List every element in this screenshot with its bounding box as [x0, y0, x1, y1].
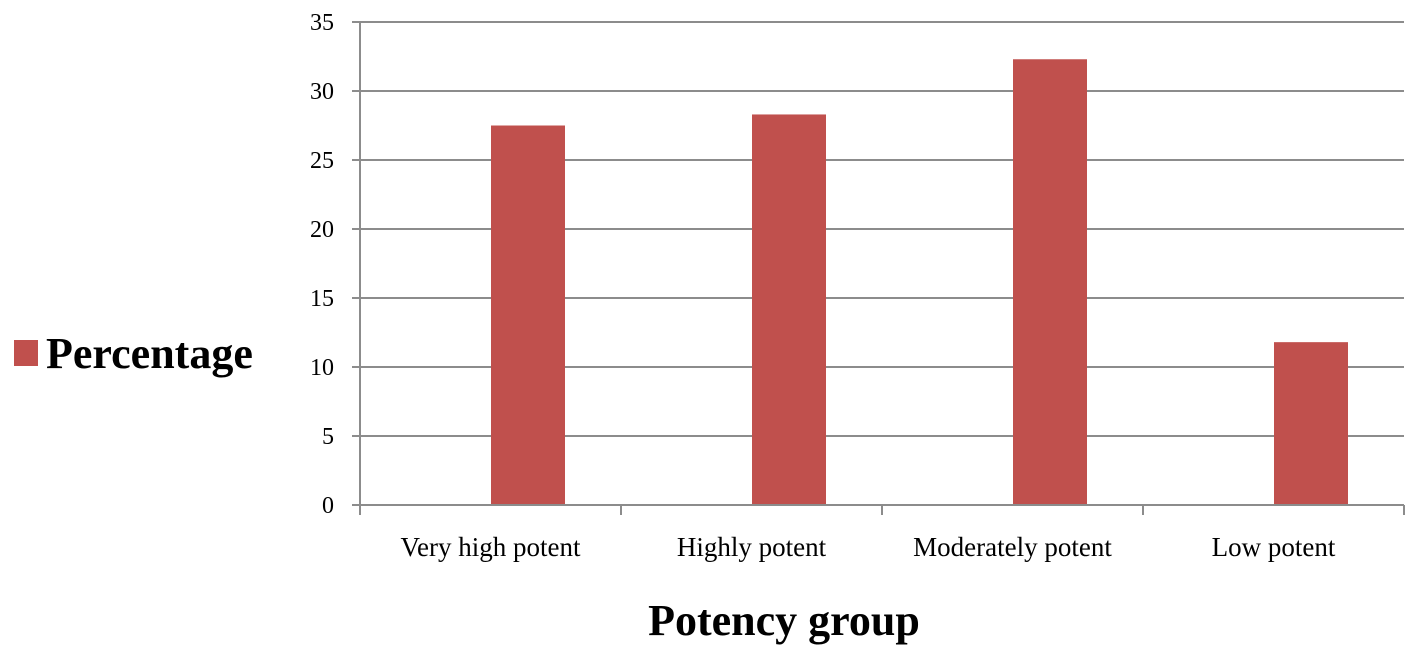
x-tick-label: Moderately potent	[913, 532, 1112, 562]
y-tick-label: 0	[322, 493, 334, 519]
bar	[491, 125, 565, 505]
y-tick-label: 10	[310, 355, 334, 381]
legend-swatch	[14, 340, 38, 366]
bar	[752, 114, 826, 506]
y-tick-label: 25	[310, 148, 334, 174]
y-tick-label: 15	[310, 286, 334, 312]
bar	[1274, 342, 1348, 505]
y-tick-labels: 0 5 10 15 20 25 30 35	[310, 10, 334, 519]
axes	[352, 21, 1405, 515]
x-axis-title: Potency group	[648, 596, 920, 645]
legend: Percentage	[14, 329, 253, 378]
x-tick-labels: Very high potent Highly potent Moderately …	[401, 532, 1336, 562]
y-tick-label: 30	[310, 79, 334, 105]
y-tick-label: 5	[322, 424, 334, 450]
y-tick-label: 35	[310, 10, 334, 36]
bars	[491, 59, 1348, 506]
x-tick-label: Highly potent	[677, 532, 827, 562]
x-tick-label: Low potent	[1212, 532, 1336, 562]
x-tick-label: Very high potent	[401, 532, 581, 562]
legend-label: Percentage	[46, 329, 253, 378]
bar	[1013, 59, 1087, 505]
y-tick-label: 20	[310, 217, 334, 243]
